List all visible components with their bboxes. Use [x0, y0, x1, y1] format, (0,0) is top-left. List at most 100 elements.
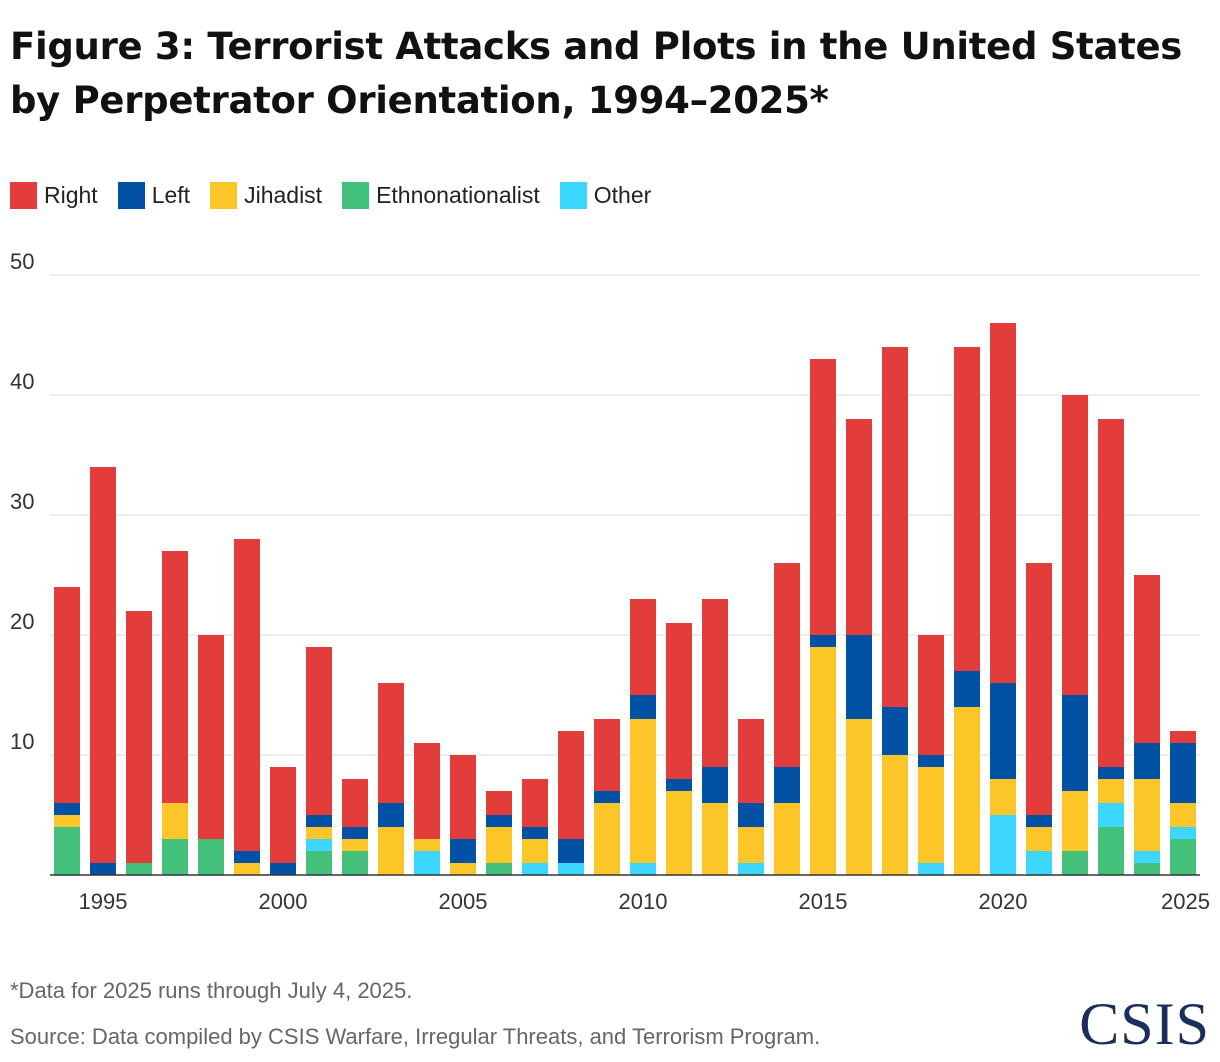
bar-segment-left-1999 — [234, 851, 260, 863]
x-tick-label: 2015 — [799, 889, 848, 914]
bar-segment-right-2007 — [522, 779, 548, 827]
bar-segment-right-2004 — [414, 743, 440, 839]
bar-segment-right-2003 — [378, 683, 404, 803]
bar-stack-2003 — [378, 683, 404, 875]
x-tick-label: 1995 — [79, 889, 128, 914]
bar-segment-right-2002 — [342, 779, 368, 827]
bar-segment-right-2025 — [1170, 731, 1196, 743]
bar-stack-2010 — [630, 599, 656, 875]
bar-stack-2014 — [774, 563, 800, 875]
bar-segment-right-2021 — [1026, 563, 1052, 815]
bar-segment-left-2019 — [954, 671, 980, 707]
bar-segment-right-2014 — [774, 563, 800, 767]
bar-segment-left-2006 — [486, 815, 512, 827]
chart-title: Figure 3: Terrorist Attacks and Plots in… — [10, 20, 1200, 128]
bar-segment-right-2010 — [630, 599, 656, 695]
bar-segment-left-1995 — [90, 863, 116, 875]
bar-segment-ethnonationalist-2006 — [486, 863, 512, 875]
legend-label-other: Other — [593, 182, 652, 208]
chart-title-line1: Figure 3: Terrorist Attacks and Plots in… — [10, 25, 1183, 68]
bar-stack-2001 — [306, 647, 332, 875]
x-tick-label: 2010 — [619, 889, 668, 914]
bar-segment-left-2022 — [1062, 695, 1088, 791]
bar-segment-left-2015 — [810, 635, 836, 647]
y-tick-label: 50 — [10, 249, 34, 274]
bar-segment-jihadist-2015 — [810, 647, 836, 875]
bar-segment-left-2014 — [774, 767, 800, 803]
bar-stack-2022 — [1062, 395, 1088, 875]
bar-segment-ethnonationalist-2025 — [1170, 839, 1196, 875]
bar-segment-left-2012 — [702, 767, 728, 803]
footnote: *Data for 2025 runs through July 4, 2025… — [10, 978, 413, 1003]
bar-segment-right-2020 — [990, 323, 1016, 683]
bar-segment-right-1996 — [126, 611, 152, 863]
bar-stack-1999 — [234, 539, 260, 875]
bar-stack-1996 — [126, 611, 152, 875]
bar-segment-right-2005 — [450, 755, 476, 839]
bar-segment-right-1997 — [162, 551, 188, 803]
bar-segment-jihadist-2006 — [486, 827, 512, 863]
bar-segment-left-2018 — [918, 755, 944, 767]
bar-segment-right-2023 — [1098, 419, 1124, 767]
bar-segment-left-2005 — [450, 839, 476, 863]
bar-segment-other-2023 — [1098, 803, 1124, 827]
bars — [54, 323, 1196, 875]
bar-segment-jihadist-2010 — [630, 719, 656, 863]
legend-swatch-jihadist — [210, 182, 238, 209]
legend-item-right: Right — [10, 182, 98, 209]
bar-segment-ethnonationalist-2022 — [1062, 851, 1088, 875]
legend-swatch-right — [10, 182, 37, 209]
bar-segment-ethnonationalist-1997 — [162, 839, 188, 875]
bar-stack-2002 — [342, 779, 368, 875]
bar-stack-2005 — [450, 755, 476, 875]
bar-stack-2015 — [810, 359, 836, 875]
bar-segment-right-1998 — [198, 635, 224, 839]
bar-segment-jihadist-2013 — [738, 827, 764, 863]
bar-segment-left-2008 — [558, 839, 584, 863]
bar-segment-jihadist-2023 — [1098, 779, 1124, 803]
legend-label-right: Right — [44, 182, 98, 208]
bar-stack-2023 — [1098, 419, 1124, 875]
bar-segment-left-2023 — [1098, 767, 1124, 779]
bar-segment-left-2001 — [306, 815, 332, 827]
bar-segment-left-2009 — [594, 791, 620, 803]
legend-swatch-ethnonationalist — [342, 182, 370, 209]
bar-segment-right-2022 — [1062, 395, 1088, 695]
bar-segment-left-2020 — [990, 683, 1016, 779]
bar-segment-other-2024 — [1134, 851, 1160, 863]
bar-segment-right-2001 — [306, 647, 332, 815]
bar-stack-2000 — [270, 767, 296, 875]
bar-segment-right-2011 — [666, 623, 692, 779]
legend-swatch-other — [559, 182, 587, 209]
bar-segment-other-2025 — [1170, 827, 1196, 839]
x-tick-label: 2020 — [979, 889, 1028, 914]
bar-segment-ethnonationalist-2001 — [306, 851, 332, 875]
bar-segment-jihadist-2009 — [594, 803, 620, 875]
bar-stack-1995 — [90, 467, 116, 875]
legend-label-jihadist: Jihadist — [244, 182, 323, 208]
bar-segment-jihadist-2017 — [882, 755, 908, 875]
bar-segment-left-2011 — [666, 779, 692, 791]
bar-segment-ethnonationalist-1994 — [54, 827, 80, 875]
bar-stack-2004 — [414, 743, 440, 875]
bar-segment-jihadist-2024 — [1134, 779, 1160, 851]
legend-swatch-left — [117, 182, 145, 209]
chart-legend: Right Left Jihadist Ethnonationalist Oth… — [10, 182, 671, 209]
x-tick-label: 2000 — [259, 889, 308, 914]
bar-stack-2021 — [1026, 563, 1052, 875]
bar-segment-right-2000 — [270, 767, 296, 863]
bar-segment-other-2001 — [306, 839, 332, 851]
bar-segment-jihadist-1997 — [162, 803, 188, 839]
bar-segment-jihadist-1999 — [234, 863, 260, 875]
bar-segment-right-2009 — [594, 719, 620, 791]
bar-segment-jihadist-2007 — [522, 839, 548, 863]
bar-stack-2019 — [954, 347, 980, 875]
bar-segment-right-2006 — [486, 791, 512, 815]
bar-segment-jihadist-2022 — [1062, 791, 1088, 851]
bar-segment-jihadist-2003 — [378, 827, 404, 875]
bar-stack-2017 — [882, 347, 908, 875]
bar-stack-2009 — [594, 719, 620, 875]
bar-segment-jihadist-2005 — [450, 863, 476, 875]
bar-segment-right-2017 — [882, 347, 908, 707]
bar-segment-right-2015 — [810, 359, 836, 635]
